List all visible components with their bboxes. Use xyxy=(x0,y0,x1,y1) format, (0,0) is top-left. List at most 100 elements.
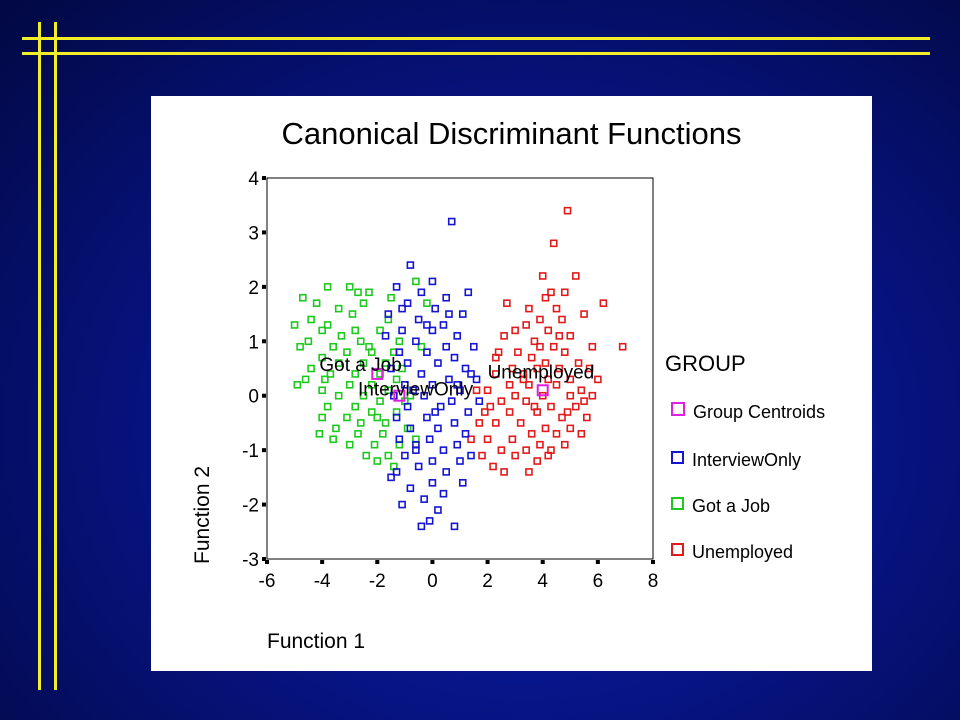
point-interviewonly xyxy=(425,435,434,444)
point-got-a-job xyxy=(348,310,357,318)
y-tick-label: 4 xyxy=(248,169,259,190)
point-got-a-job xyxy=(351,326,360,335)
point-unemployed xyxy=(583,413,591,422)
point-interviewonly xyxy=(442,468,451,476)
point-interviewonly xyxy=(420,391,428,400)
point-interviewonly xyxy=(439,321,448,329)
accent-line-left-1 xyxy=(38,22,41,690)
point-got-a-job xyxy=(343,413,351,422)
point-unemployed xyxy=(536,342,544,351)
point-interviewonly xyxy=(428,457,437,465)
point-unemployed xyxy=(563,206,572,215)
point-unemployed xyxy=(541,424,550,433)
point-unemployed xyxy=(547,288,555,297)
y-tick-mark xyxy=(262,557,266,561)
point-got-a-job xyxy=(318,386,326,395)
point-unemployed xyxy=(536,315,544,324)
point-interviewonly xyxy=(450,522,459,531)
point-got-a-job xyxy=(301,375,310,384)
point-interviewonly xyxy=(392,413,401,422)
point-unemployed xyxy=(522,321,530,329)
point-got-a-job xyxy=(323,321,332,329)
point-interviewonly xyxy=(453,381,462,389)
point-unemployed xyxy=(519,375,528,384)
point-unemployed xyxy=(492,419,500,427)
legend-label: Group Centroids xyxy=(693,402,826,422)
point-interviewonly xyxy=(381,332,390,340)
point-unemployed xyxy=(533,364,542,373)
y-tick-mark xyxy=(262,230,266,235)
point-got-a-job xyxy=(312,299,321,307)
point-unemployed xyxy=(580,397,588,405)
centroid-point xyxy=(536,384,549,397)
point-interviewonly xyxy=(403,299,412,307)
accent-line-top-2 xyxy=(22,52,930,55)
point-got-a-job xyxy=(318,353,326,362)
point-got-a-job xyxy=(423,299,431,307)
legend-title: GROUP xyxy=(665,351,746,376)
point-interviewonly xyxy=(445,375,453,384)
point-interviewonly xyxy=(403,359,412,367)
scatter-plot: -6 -4 -2 0 2 4 6 8 4 3 2 1 0 -1 -2 -3 Got a Job Interview… xyxy=(242,169,659,592)
point-unemployed xyxy=(500,332,508,340)
point-got-a-job xyxy=(370,440,379,449)
group-annotation: Got a Job xyxy=(319,355,401,376)
point-interviewonly xyxy=(412,337,420,346)
point-unemployed xyxy=(511,391,519,400)
point-unemployed xyxy=(483,435,492,444)
point-got-a-job xyxy=(362,451,371,460)
point-interviewonly xyxy=(398,304,406,313)
point-unemployed xyxy=(483,386,492,395)
point-got-a-job xyxy=(290,321,299,329)
y-tick-label: -3 xyxy=(242,550,259,571)
point-unemployed xyxy=(522,446,530,454)
point-unemployed xyxy=(525,381,533,389)
point-got-a-job xyxy=(299,293,307,302)
point-unemployed xyxy=(475,419,484,427)
point-unemployed xyxy=(492,353,500,362)
point-unemployed xyxy=(552,304,561,313)
point-got-a-job xyxy=(345,440,354,449)
point-got-a-job xyxy=(373,457,382,465)
point-unemployed xyxy=(533,457,542,465)
x-axis-label: Function 1 xyxy=(267,630,366,653)
point-interviewonly xyxy=(461,364,470,373)
point-interviewonly xyxy=(428,277,437,286)
y-tick-label: 1 xyxy=(248,332,259,353)
y-tick-label: 2 xyxy=(248,278,259,299)
point-interviewonly xyxy=(423,413,431,422)
point-unemployed xyxy=(555,332,564,340)
point-unemployed xyxy=(580,310,588,318)
point-interviewonly xyxy=(475,397,484,405)
point-got-a-job xyxy=(392,375,401,384)
point-interviewonly xyxy=(417,522,426,531)
point-unemployed xyxy=(472,386,481,395)
legend-swatch-unemployed xyxy=(671,543,684,556)
point-unemployed xyxy=(571,272,580,280)
point-interviewonly xyxy=(392,468,401,476)
point-unemployed xyxy=(577,386,586,395)
point-got-a-job xyxy=(367,408,376,416)
point-interviewonly xyxy=(395,435,404,444)
point-unemployed xyxy=(544,326,553,335)
point-interviewonly xyxy=(442,342,451,351)
point-unemployed xyxy=(599,299,608,307)
chart-panel: Canonical Discriminant Functions -6 -4 -2 0… xyxy=(151,96,872,671)
y-tick-mark xyxy=(262,339,266,344)
x-tick-label: 8 xyxy=(648,571,659,592)
point-interviewonly xyxy=(387,364,395,373)
point-unemployed xyxy=(497,446,506,454)
legend-swatch-got-a-job xyxy=(671,497,684,510)
point-got-a-job xyxy=(354,430,362,438)
point-got-a-job xyxy=(332,424,340,433)
point-got-a-job xyxy=(373,413,382,422)
point-interviewonly xyxy=(412,440,420,449)
point-unemployed xyxy=(541,359,550,367)
point-got-a-job xyxy=(356,419,365,427)
x-tick-mark xyxy=(375,560,380,564)
x-tick-label: 0 xyxy=(427,571,438,592)
point-unemployed xyxy=(505,408,514,416)
point-unemployed xyxy=(547,402,555,411)
group-annotation: InterviewOnly xyxy=(358,380,474,401)
x-tick-mark xyxy=(651,560,655,564)
